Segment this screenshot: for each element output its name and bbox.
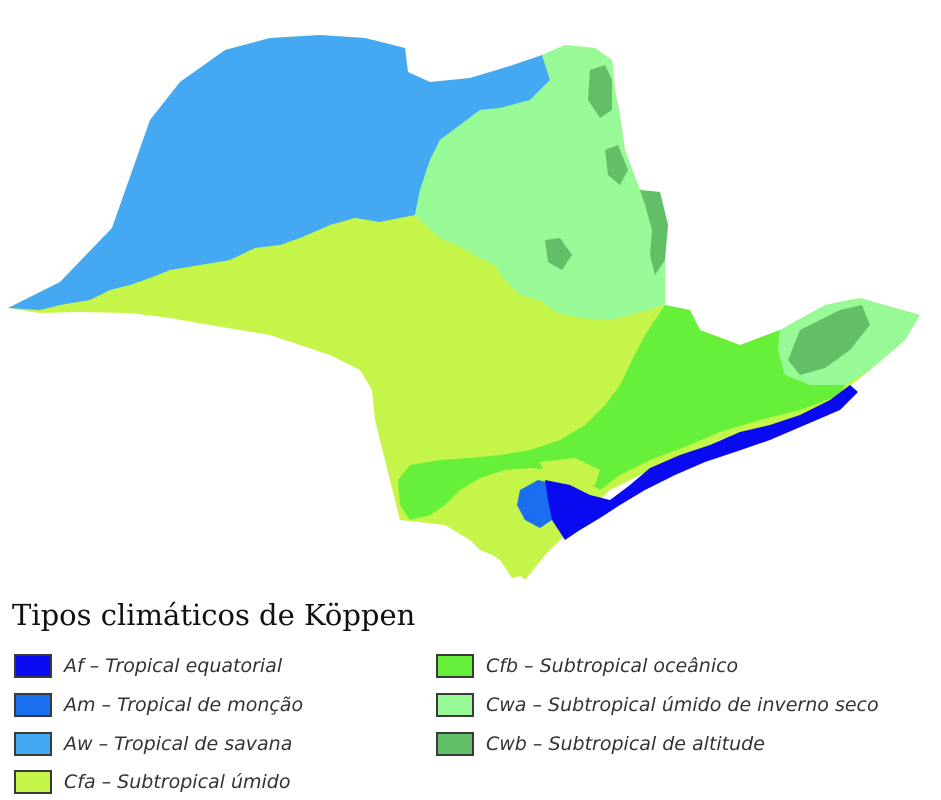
region-cfb — [398, 305, 845, 520]
legend-label-am: Am – Tropical de monção — [64, 694, 304, 716]
legend-label-cwb: Cwb – Subtropical de altitude — [486, 733, 765, 755]
region-cfa-south — [470, 520, 530, 578]
legend-item-cfa: Cfa – Subtropical úmido — [14, 768, 291, 796]
region-cwb-5 — [545, 238, 572, 270]
legend-swatch-cwa — [436, 693, 474, 717]
legend-label-aw: Aw – Tropical de savana — [64, 733, 293, 755]
legend-swatch-aw — [14, 732, 52, 756]
legend-label-cfb: Cfb – Subtropical oceânico — [486, 655, 739, 677]
region-cfa-inset — [540, 458, 600, 488]
region-cwb-1 — [640, 190, 668, 275]
legend-label-cwa: Cwa – Subtropical úmido de inverno seco — [486, 694, 879, 716]
region-cwb-4 — [788, 305, 870, 375]
climate-map — [8, 35, 920, 580]
region-cwb-2 — [588, 65, 612, 118]
legend-item-af: Af – Tropical equatorial — [14, 652, 282, 680]
legend-item-cwb: Cwb – Subtropical de altitude — [436, 730, 765, 758]
legend-swatch-cfb — [436, 654, 474, 678]
legend-item-am: Am – Tropical de monção — [14, 691, 303, 719]
region-aw — [8, 35, 550, 310]
legend-item-aw: Aw – Tropical de savana — [14, 730, 292, 758]
region-af — [545, 385, 858, 540]
legend-swatch-af — [14, 654, 52, 678]
legend-item-cfb: Cfb – Subtropical oceânico — [436, 652, 738, 680]
legend-item-cwa: Cwa – Subtropical úmido de inverno seco — [436, 691, 879, 719]
region-cwb-3 — [605, 145, 628, 185]
legend-label-cfa: Cfa – Subtropical úmido — [64, 771, 291, 793]
legend-swatch-cwb — [436, 732, 474, 756]
legend-swatch-am — [14, 693, 52, 717]
legend-label-af: Af – Tropical equatorial — [64, 655, 283, 677]
legend-title: Tipos climáticos de Köppen — [12, 598, 416, 632]
legend-swatch-cfa — [14, 770, 52, 794]
